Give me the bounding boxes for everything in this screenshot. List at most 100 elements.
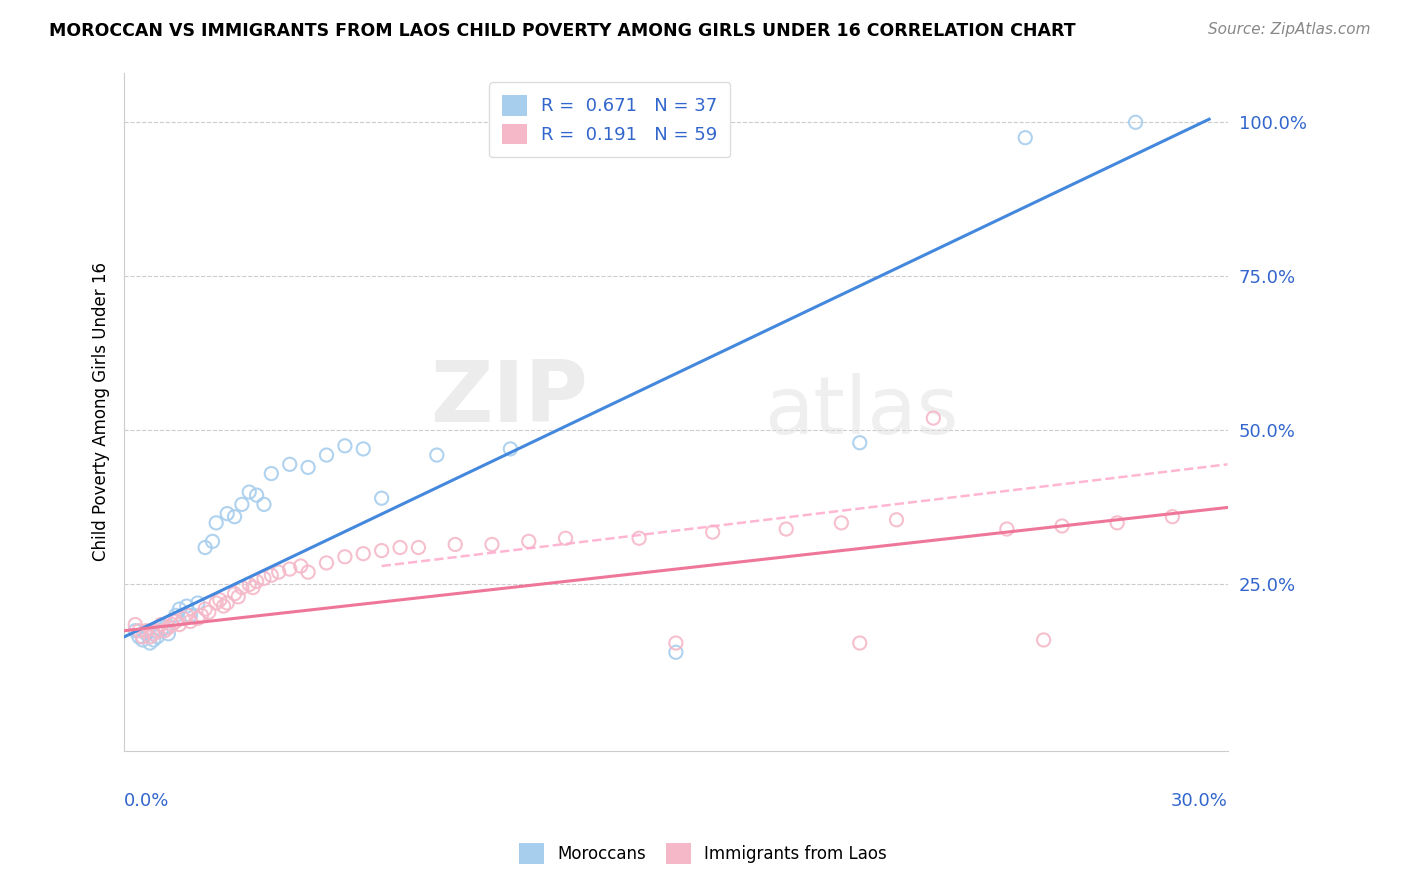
Y-axis label: Child Poverty Among Girls Under 16: Child Poverty Among Girls Under 16	[93, 262, 110, 561]
Point	[444, 537, 467, 551]
Point	[205, 516, 228, 530]
Point	[260, 568, 283, 582]
Point	[165, 615, 187, 629]
Point	[517, 534, 540, 549]
Point	[128, 630, 150, 644]
Point	[333, 439, 356, 453]
Point	[150, 617, 173, 632]
Point	[1050, 519, 1073, 533]
Point	[1032, 632, 1054, 647]
Point	[131, 632, 153, 647]
Point	[157, 627, 180, 641]
Point	[426, 448, 449, 462]
Point	[212, 599, 235, 613]
Point	[194, 541, 217, 555]
Point	[370, 491, 392, 506]
Point	[267, 565, 290, 579]
Point	[995, 522, 1018, 536]
Point	[775, 522, 797, 536]
Point	[554, 531, 576, 545]
Point	[242, 581, 264, 595]
Point	[253, 497, 276, 511]
Point	[160, 617, 183, 632]
Point	[146, 630, 169, 644]
Point	[217, 596, 239, 610]
Point	[665, 645, 688, 659]
Point	[226, 590, 249, 604]
Point	[187, 596, 209, 610]
Text: ZIP: ZIP	[430, 357, 588, 440]
Point	[142, 627, 165, 641]
Point	[1107, 516, 1129, 530]
Point	[153, 621, 176, 635]
Point	[238, 577, 260, 591]
Point	[297, 565, 319, 579]
Point	[628, 531, 651, 545]
Point	[848, 435, 870, 450]
Point	[278, 458, 301, 472]
Point	[169, 602, 191, 616]
Text: Source: ZipAtlas.com: Source: ZipAtlas.com	[1208, 22, 1371, 37]
Point	[142, 632, 165, 647]
Point	[198, 605, 221, 619]
Point	[352, 547, 374, 561]
Point	[139, 630, 162, 644]
Point	[201, 534, 224, 549]
Point	[315, 448, 337, 462]
Point	[224, 509, 246, 524]
Point	[205, 596, 228, 610]
Point	[194, 602, 217, 616]
Point	[278, 562, 301, 576]
Point	[370, 543, 392, 558]
Point	[176, 599, 198, 613]
Point	[176, 608, 198, 623]
Point	[231, 497, 253, 511]
Point	[150, 624, 173, 638]
Point	[1125, 115, 1147, 129]
Point	[128, 624, 150, 638]
Point	[1161, 509, 1184, 524]
Point	[238, 485, 260, 500]
Point	[124, 617, 146, 632]
Point	[146, 624, 169, 638]
Point	[499, 442, 522, 456]
Point	[665, 636, 688, 650]
Point	[297, 460, 319, 475]
Point	[153, 624, 176, 638]
Point	[169, 617, 191, 632]
Point	[139, 636, 162, 650]
Point	[290, 559, 312, 574]
Point	[886, 513, 908, 527]
Point	[217, 507, 239, 521]
Point	[253, 571, 276, 585]
Point	[1014, 130, 1036, 145]
Point	[208, 593, 231, 607]
Point	[408, 541, 430, 555]
Point	[172, 611, 194, 625]
Point	[124, 624, 146, 638]
Point	[246, 574, 269, 589]
Point	[135, 624, 157, 638]
Point	[165, 608, 187, 623]
Point	[187, 611, 209, 625]
Text: 0.0%: 0.0%	[124, 791, 170, 810]
Point	[333, 549, 356, 564]
Text: 30.0%: 30.0%	[1171, 791, 1227, 810]
Point	[315, 556, 337, 570]
Legend: Moroccans, Immigrants from Laos: Moroccans, Immigrants from Laos	[512, 837, 894, 871]
Point	[389, 541, 412, 555]
Point	[352, 442, 374, 456]
Point	[179, 615, 201, 629]
Point	[231, 581, 253, 595]
Text: atlas: atlas	[763, 373, 959, 451]
Point	[157, 621, 180, 635]
Point	[135, 627, 157, 641]
Point	[922, 411, 945, 425]
Point	[246, 488, 269, 502]
Point	[830, 516, 852, 530]
Point	[481, 537, 503, 551]
Point	[190, 608, 212, 623]
Legend: R =  0.671   N = 37, R =  0.191   N = 59: R = 0.671 N = 37, R = 0.191 N = 59	[489, 82, 730, 157]
Point	[260, 467, 283, 481]
Point	[179, 608, 201, 623]
